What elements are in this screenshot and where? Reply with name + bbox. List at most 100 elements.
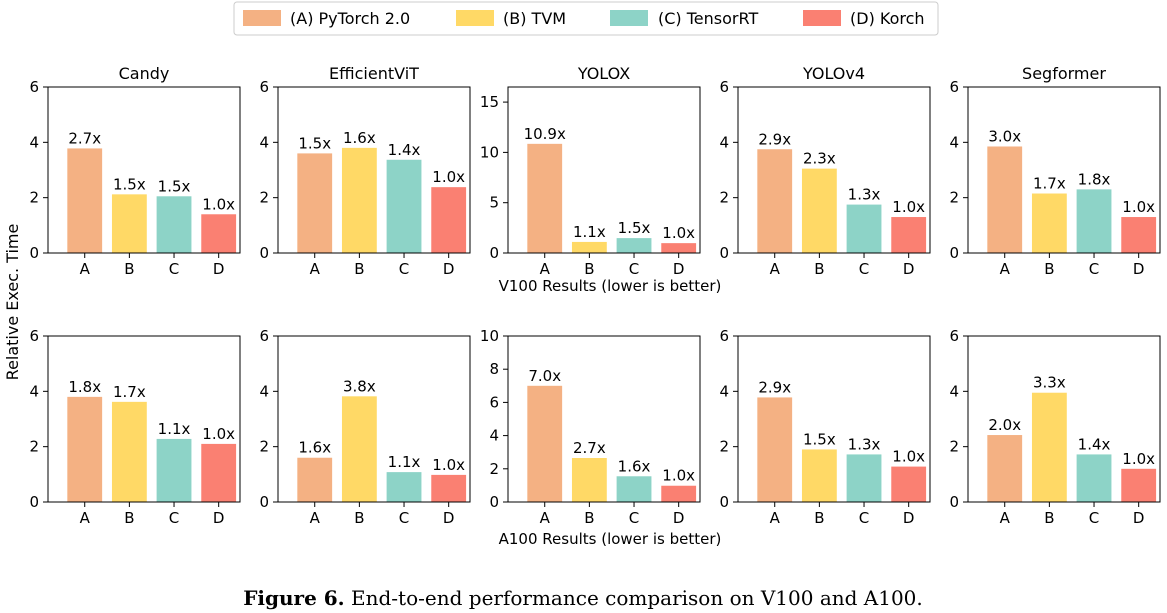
y-tick-label: 0: [719, 244, 729, 262]
chart-panel: 2.9x A 1.5x B 1.3x C 1.0x D 0 2 4 6: [719, 327, 931, 527]
legend: (A) PyTorch 2.0 (B) TVM (C) TensorRT (D) Ko…: [233, 1, 939, 36]
plot-frame: [277, 86, 471, 254]
bar-value-label: 1.3x: [848, 435, 881, 453]
x-tick-label: C: [629, 260, 639, 278]
bar: [386, 472, 422, 502]
x-tick-label: C: [169, 509, 179, 527]
y-tick-label: 6: [259, 78, 269, 96]
legend-swatch: [243, 10, 281, 26]
y-tick-label: 10: [480, 143, 499, 161]
y-tick-label: 6: [719, 78, 729, 96]
x-tick-label: B: [584, 509, 594, 527]
y-tick-label: 6: [949, 78, 959, 96]
bar-value-label: 1.1x: [388, 453, 421, 471]
plot-frame: [507, 335, 701, 503]
y-tick-label: 2: [719, 189, 729, 207]
y-tick-label: 0: [259, 244, 269, 262]
x-tick-label: D: [1133, 509, 1145, 527]
bar-value-label: 1.5x: [158, 177, 191, 195]
bar: [67, 148, 103, 253]
bar: [341, 396, 377, 502]
x-tick-label: D: [443, 509, 455, 527]
bar: [431, 474, 467, 502]
y-tick-label: 0: [949, 493, 959, 511]
bar-value-label: 1.6x: [343, 129, 376, 147]
bar-value-label: 1.5x: [618, 219, 651, 237]
bar: [801, 449, 837, 502]
bar-value-label: 1.5x: [298, 134, 331, 152]
bar-value-label: 1.8x: [68, 378, 101, 396]
bar: [527, 143, 563, 253]
x-tick-label: A: [540, 509, 551, 527]
bar-value-label: 1.4x: [388, 141, 421, 159]
y-tick-label: 10: [480, 327, 499, 345]
legend-label: (A) PyTorch 2.0: [290, 9, 410, 28]
bar: [616, 238, 652, 253]
legend-swatch: [456, 10, 494, 26]
y-tick-label: 6: [949, 327, 959, 345]
x-tick-label: B: [584, 260, 594, 278]
x-tick-label: C: [169, 260, 179, 278]
caption-bold: Figure 6.: [243, 586, 344, 610]
bar: [987, 146, 1023, 253]
plot-frame: [277, 335, 471, 503]
bar-value-label: 1.0x: [892, 448, 925, 466]
chart-panel: EfficientViT 1.5x A 1.6x B 1.4x C 1.0x D 0 2 4 6: [259, 64, 471, 278]
bar: [297, 457, 333, 502]
y-tick-label: 2: [489, 460, 499, 478]
x-tick-label: D: [1133, 260, 1145, 278]
y-tick-label: 2: [719, 438, 729, 456]
y-tick-label: 6: [29, 327, 39, 345]
bar-value-label: 1.3x: [848, 186, 881, 204]
x-tick-label: A: [540, 260, 551, 278]
bar-value-label: 1.0x: [662, 224, 695, 242]
y-tick-label: 8: [489, 360, 499, 378]
legend-swatch: [803, 10, 841, 26]
y-tick-label: 15: [480, 93, 499, 111]
bar: [616, 476, 652, 502]
y-tick-label: 4: [489, 427, 499, 445]
y-tick-label: 4: [719, 382, 729, 400]
chart-panel: YOLOX 10.9x A 1.1x B 1.5x C 1.0x D 0 5 10 15: [480, 64, 701, 278]
y-tick-label: 0: [489, 493, 499, 511]
x-tick-label: D: [903, 260, 915, 278]
bar: [757, 397, 793, 502]
bar: [111, 194, 147, 253]
y-tick-label: 4: [949, 133, 959, 151]
bar: [891, 466, 927, 502]
y-tick-label: 0: [29, 493, 39, 511]
y-tick-label: 2: [29, 438, 39, 456]
bar-value-label: 1.8x: [1078, 170, 1111, 188]
bar: [571, 458, 607, 502]
x-tick-label: B: [354, 260, 364, 278]
bar-value-label: 1.0x: [1122, 450, 1155, 468]
bar-value-label: 1.0x: [662, 467, 695, 485]
bar: [757, 149, 793, 253]
x-tick-label: B: [814, 509, 824, 527]
plot-frame: [47, 86, 241, 254]
bar: [341, 147, 377, 253]
bar-value-label: 7.0x: [528, 367, 561, 385]
y-tick-label: 4: [29, 382, 39, 400]
x-tick-label: B: [814, 260, 824, 278]
bar-value-label: 1.1x: [573, 223, 606, 241]
bar-value-label: 2.9x: [758, 378, 791, 396]
x-tick-label: B: [124, 260, 134, 278]
x-tick-label: A: [1000, 509, 1011, 527]
bar-value-label: 1.5x: [803, 430, 836, 448]
chart-panel: 1.6x A 3.8x B 1.1x C 1.0x D 0 2 4 6: [259, 327, 471, 527]
bar: [297, 153, 333, 253]
bar: [661, 485, 697, 502]
bar-value-label: 1.7x: [1033, 175, 1066, 193]
x-tick-label: D: [673, 509, 685, 527]
bar-value-label: 1.5x: [113, 175, 146, 193]
x-tick-label: A: [770, 260, 781, 278]
y-tick-label: 4: [949, 382, 959, 400]
y-tick-label: 5: [489, 194, 499, 212]
x-tick-label: C: [1089, 509, 1099, 527]
legend-label: (D) Korch: [850, 9, 925, 28]
bar-value-label: 2.7x: [68, 129, 101, 147]
bar: [67, 396, 103, 502]
panel-title: EfficientViT: [329, 64, 419, 83]
x-tick-label: A: [1000, 260, 1011, 278]
